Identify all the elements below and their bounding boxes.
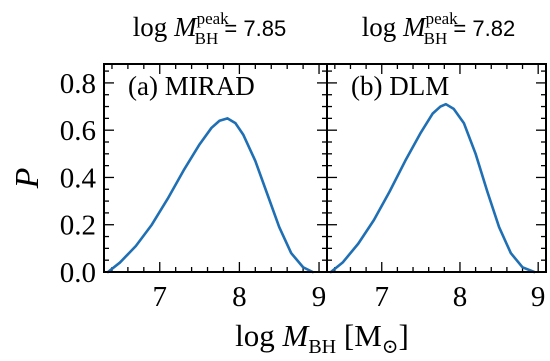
y-tick-label: 0.4	[60, 162, 97, 194]
panel-b: (b) DLM 7 8 9 log Mpeak BH = 7.82	[326, 9, 547, 313]
x-axis-label-sub: BH	[308, 336, 336, 358]
x-tick-label: 9	[531, 281, 546, 313]
y-tick-label: 0.0	[60, 257, 96, 289]
x-tick-label: 8	[453, 281, 468, 313]
x-axis-label-unit-sub: ⊙	[382, 336, 399, 358]
x-tick-label: 9	[312, 281, 327, 313]
peak-title-sub: BH	[195, 29, 219, 48]
peak-title-sup: peak	[426, 9, 459, 28]
peak-title-var: M	[402, 12, 427, 42]
probability-curve	[106, 117, 314, 274]
x-axis-label-prefix: log	[235, 318, 282, 353]
peak-title: log Mpeak BH = 7.82	[362, 9, 515, 48]
peak-title: log Mpeak BH = 7.85	[133, 9, 286, 48]
peak-value: 7.82	[472, 16, 515, 41]
x-tick-label: 7	[375, 281, 390, 313]
y-tick-label: 0.8	[60, 68, 96, 100]
peak-title-equals: =	[218, 16, 243, 41]
panel-a: (a) MIRAD 7 8 9 0.0 0.2 0.4 0.6 0.8 log Mpeak BH =…	[60, 9, 328, 313]
peak-title-var: M	[173, 12, 198, 42]
panel-label: (a) MIRAD	[128, 71, 255, 101]
panel-label: (b) DLM	[351, 71, 449, 101]
y-tick-label: 0.6	[60, 115, 96, 147]
peak-title-prefix: log	[133, 12, 174, 42]
peak-title-equals: =	[447, 16, 472, 41]
plot-frame	[326, 63, 547, 273]
peak-title-prefix: log	[362, 12, 403, 42]
probability-curve	[329, 102, 536, 274]
x-tick-label: 8	[232, 281, 247, 313]
peak-value: 7.85	[243, 16, 286, 41]
x-axis-label-unit: [M	[336, 318, 382, 353]
y-tick-label: 0.2	[60, 210, 96, 242]
x-axis-label-var: M	[282, 318, 311, 353]
x-axis-label: log MBH [M⊙]	[235, 318, 409, 358]
y-axis-label: P	[9, 168, 46, 190]
peak-title-sub: BH	[424, 29, 448, 48]
peak-title-sup: peak	[197, 9, 230, 28]
x-axis-label-close: ]	[399, 318, 409, 353]
x-tick-label: 7	[153, 281, 168, 313]
